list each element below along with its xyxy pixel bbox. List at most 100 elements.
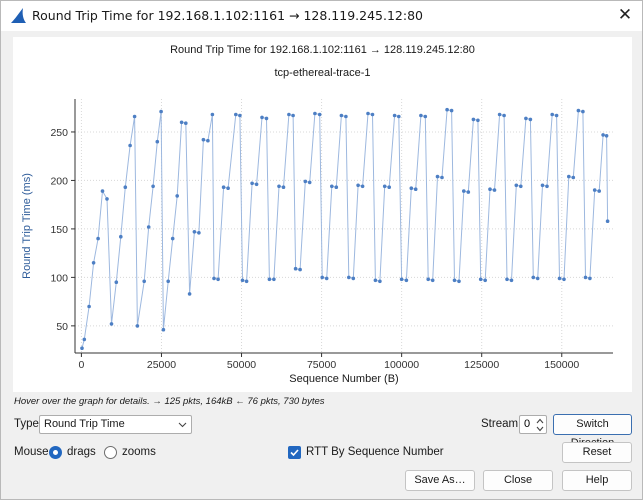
x-tick-label: 100000 <box>384 359 419 371</box>
rtt-point <box>317 112 322 117</box>
rtt-point <box>238 113 242 118</box>
rtt-point <box>514 183 519 188</box>
spin-up-icon[interactable] <box>535 417 545 425</box>
rtt-point <box>250 181 254 186</box>
rtt-point <box>184 121 188 125</box>
rtt-point <box>234 112 238 117</box>
rtt-point <box>476 118 480 123</box>
x-tick-label: 75000 <box>307 359 336 371</box>
y-tick-label: 200 <box>50 175 68 187</box>
rtt-point <box>146 225 151 229</box>
rtt-point <box>313 111 317 116</box>
rtt-point <box>277 184 281 189</box>
drags-label: drags <box>67 446 96 458</box>
rtt-point <box>557 276 562 281</box>
y-axis-label: Round Trip Time (ms) <box>21 173 33 279</box>
close-window-button[interactable]: ✕ <box>617 5 633 25</box>
rtt-point <box>192 230 197 234</box>
rtt-point <box>159 109 163 114</box>
rtt-point <box>221 185 226 189</box>
rtt-point <box>399 277 404 282</box>
rtt-by-seq-checkbox[interactable] <box>288 446 301 459</box>
rtt-point <box>197 231 201 235</box>
rtt-point <box>540 183 545 188</box>
x-tick-label: 125000 <box>464 359 499 371</box>
rtt-point <box>457 279 461 284</box>
rtt-point <box>426 277 431 282</box>
rtt-point <box>413 187 418 191</box>
hover-hint: Hover over the graph for details. → 125 … <box>14 396 325 407</box>
help-button[interactable]: Help <box>562 470 632 491</box>
rtt-point <box>373 278 378 283</box>
x-tick-label: 150000 <box>544 359 579 371</box>
rtt-point <box>334 185 339 189</box>
rtt-point <box>576 108 581 113</box>
rtt-point <box>330 184 334 189</box>
graph-type-select[interactable]: Round Trip Time <box>39 415 192 434</box>
rtt-point <box>151 184 155 189</box>
rtt-point <box>240 278 245 283</box>
rtt-plot[interactable]: 50 100 150 200 250 0 25000 50000 75000 100000 1250… <box>13 37 632 392</box>
rtt-point <box>91 261 96 265</box>
graph-type-value: Round Trip Time <box>44 418 125 430</box>
rtt-point <box>488 187 492 191</box>
rtt-point <box>179 120 184 125</box>
rtt-point <box>201 137 206 142</box>
save-as-button[interactable]: Save As… <box>405 470 475 491</box>
rtt-point <box>370 112 375 117</box>
wireshark-fin-icon <box>11 8 26 23</box>
close-button[interactable]: Close <box>483 470 553 491</box>
rtt-point <box>535 276 540 281</box>
rtt-point <box>571 175 576 180</box>
rtt-point <box>87 304 91 309</box>
rtt-point <box>466 190 471 194</box>
rtt-point <box>449 108 454 113</box>
rtt-point <box>409 186 414 190</box>
reset-button[interactable]: Reset <box>562 442 632 463</box>
rtt-point <box>492 188 497 192</box>
rtt-point <box>360 184 365 189</box>
rtt-point <box>497 112 502 117</box>
rtt-point <box>462 189 466 193</box>
rtt-series-line <box>81 109 609 349</box>
window-title: Round Trip Time for 192.168.1.102:1161 →… <box>32 8 423 23</box>
rtt-point <box>307 180 312 185</box>
rtt-point <box>440 175 444 180</box>
y-tick-label: 250 <box>50 127 68 139</box>
mouse-zooms-radio[interactable] <box>104 446 117 459</box>
stream-spinbox[interactable]: 0 <box>519 415 547 434</box>
rtt-point <box>592 188 597 192</box>
plot-area[interactable]: Round Trip Time for 192.168.1.102:1161 →… <box>13 37 632 392</box>
rtt-point <box>187 292 192 296</box>
rtt-point <box>519 184 523 189</box>
rtt-point <box>505 277 509 282</box>
rtt-point <box>123 185 128 189</box>
rtt-point <box>155 139 160 144</box>
type-label: Type <box>14 418 39 430</box>
rtt-markers <box>80 107 610 351</box>
spin-down-icon[interactable] <box>535 425 545 433</box>
rtt-point <box>105 197 109 201</box>
rtt-point <box>387 185 392 189</box>
rtt-point <box>524 116 528 121</box>
rtt-point <box>216 277 220 282</box>
rtt-point <box>502 113 506 118</box>
chevron-down-icon <box>178 422 187 428</box>
rtt-point <box>483 278 488 283</box>
y-tick-label: 100 <box>50 272 68 284</box>
rtt-point <box>135 324 140 328</box>
rtt-point <box>366 111 370 116</box>
switch-direction-button[interactable]: Switch Direction <box>553 414 632 449</box>
rtt-point <box>356 183 360 188</box>
rtt-point <box>562 277 566 282</box>
rtt-point <box>244 279 249 284</box>
rtt-point <box>212 276 216 281</box>
rtt-point <box>142 279 146 284</box>
mouse-drags-radio[interactable] <box>49 446 62 459</box>
rtt-point <box>344 114 348 119</box>
rtt-point <box>604 134 609 138</box>
checkmark-icon <box>290 449 299 457</box>
rtt-point <box>588 276 592 281</box>
title-bar[interactable]: Round Trip Time for 192.168.1.102:1161 →… <box>1 1 642 31</box>
